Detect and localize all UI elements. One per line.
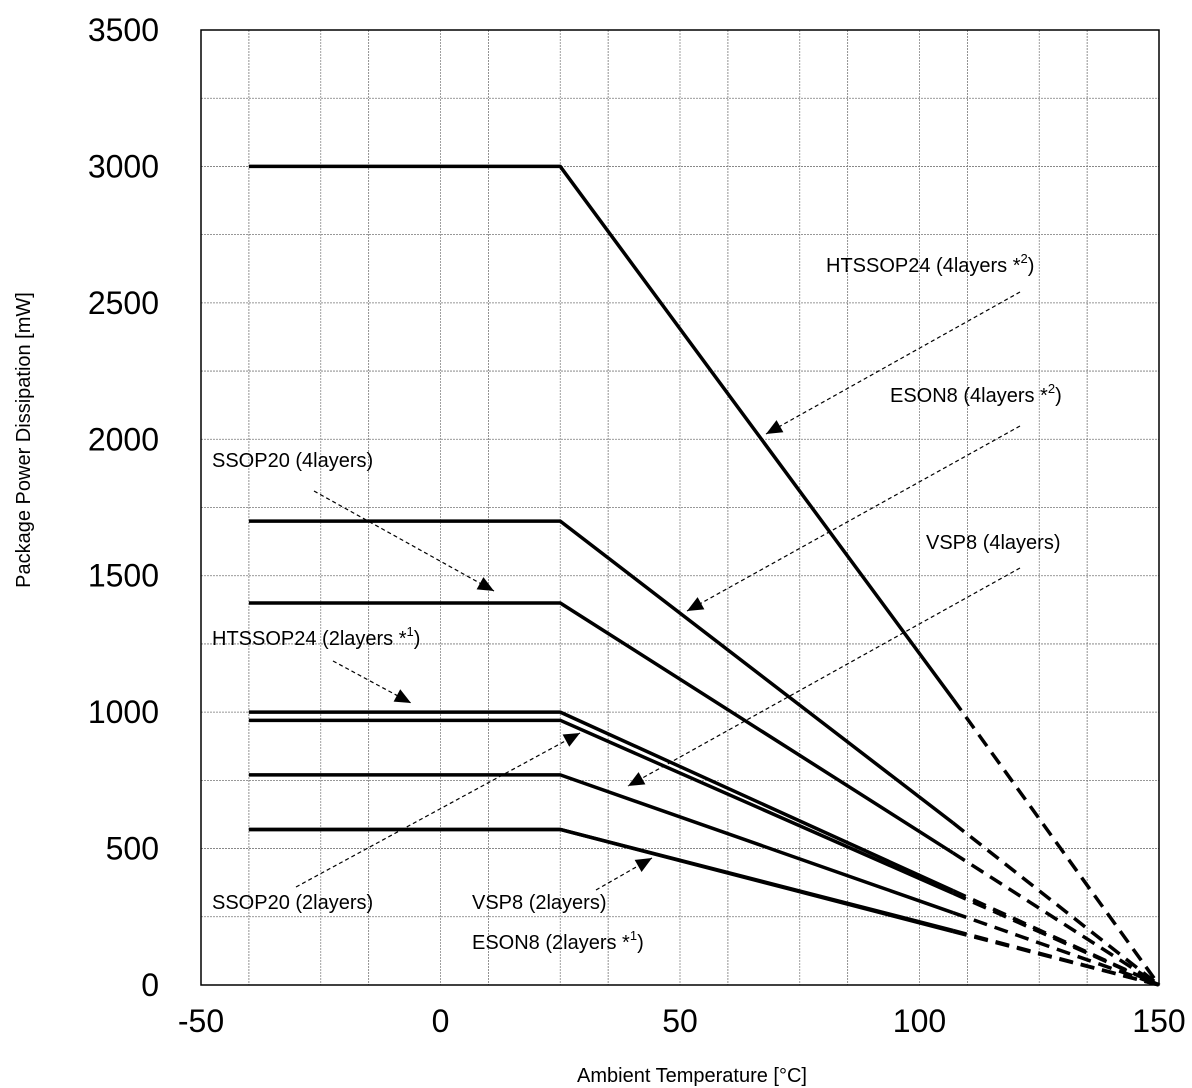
- annotation-arrow: [295, 732, 581, 888]
- series-line: [248, 164, 955, 701]
- y-tick-label: 3000: [88, 148, 159, 184]
- arrow-head: [393, 689, 411, 703]
- annotation-label-eson8_2: ESON8 (2layers *1): [472, 928, 644, 954]
- arrow-head: [634, 858, 652, 873]
- annotation-label-vsp8_4: VSP8 (4layers): [926, 532, 1061, 554]
- series-extrapolation: [952, 891, 1160, 987]
- annotation-arrow: [765, 291, 1021, 435]
- y-tick-label: 2000: [88, 421, 159, 457]
- series-line: [248, 601, 954, 855]
- y-tick-label: 2500: [88, 285, 159, 321]
- annotation-arrows: [295, 291, 1021, 891]
- plot-frame: [200, 29, 1160, 986]
- annotation-label-ssop20_2: SSOP20 (2layers): [212, 892, 373, 914]
- series-line: [248, 718, 954, 895]
- y-tick-label: 3500: [88, 12, 159, 48]
- arrow-head: [476, 577, 494, 591]
- series-lines: [248, 164, 1161, 987]
- x-tick-label: 0: [432, 1003, 450, 1039]
- arrow-head: [628, 772, 646, 786]
- series-extrapolation: [952, 929, 1160, 987]
- arrow-head: [766, 420, 784, 434]
- annotation-label-htssop24_4: HTSSOP24 (4layers *2): [826, 251, 1034, 277]
- x-tick-label: 50: [662, 1003, 698, 1039]
- series-line: [248, 519, 955, 825]
- annotation-arrow: [595, 857, 653, 891]
- x-tick-label: 100: [893, 1003, 946, 1039]
- series-line: [248, 773, 954, 915]
- series-extrapolation: [952, 851, 1160, 987]
- arrow-head: [562, 733, 580, 747]
- series-line: [248, 710, 954, 893]
- annotation-labels: HTSSOP24 (4layers *2) ESON8 (4layers *2) S…: [212, 251, 1062, 954]
- series-extrapolation: [951, 698, 1161, 987]
- y-tick-label: 500: [106, 831, 159, 867]
- x-axis-label: Ambient Temperature [°C]: [577, 1065, 807, 1087]
- annotation-label-ssop20_4: SSOP20 (4layers): [212, 450, 373, 472]
- annotation-arrow: [313, 490, 495, 592]
- x-tick-label: -50: [178, 1003, 224, 1039]
- y-tick-label: 0: [141, 967, 159, 1003]
- annotation-label-htssop24_2: HTSSOP24 (2layers *1): [212, 624, 420, 650]
- annotation-label-eson8_4: ESON8 (4layers *2): [890, 381, 1062, 407]
- annotation-arrow: [686, 425, 1021, 612]
- y-tick-label: 1500: [88, 558, 159, 594]
- y-tick-label: 1000: [88, 694, 159, 730]
- arrow-head: [687, 597, 705, 611]
- series-line: [248, 827, 954, 934]
- annotation-label-vsp8_2: VSP8 (2layers): [472, 892, 607, 914]
- series-extrapolation: [952, 911, 1160, 987]
- y-axis-label: Package Power Dissipation [mW]: [13, 292, 35, 588]
- annotation-arrow: [627, 567, 1021, 787]
- x-tick-label: 150: [1132, 1003, 1185, 1039]
- grid: [201, 30, 1159, 985]
